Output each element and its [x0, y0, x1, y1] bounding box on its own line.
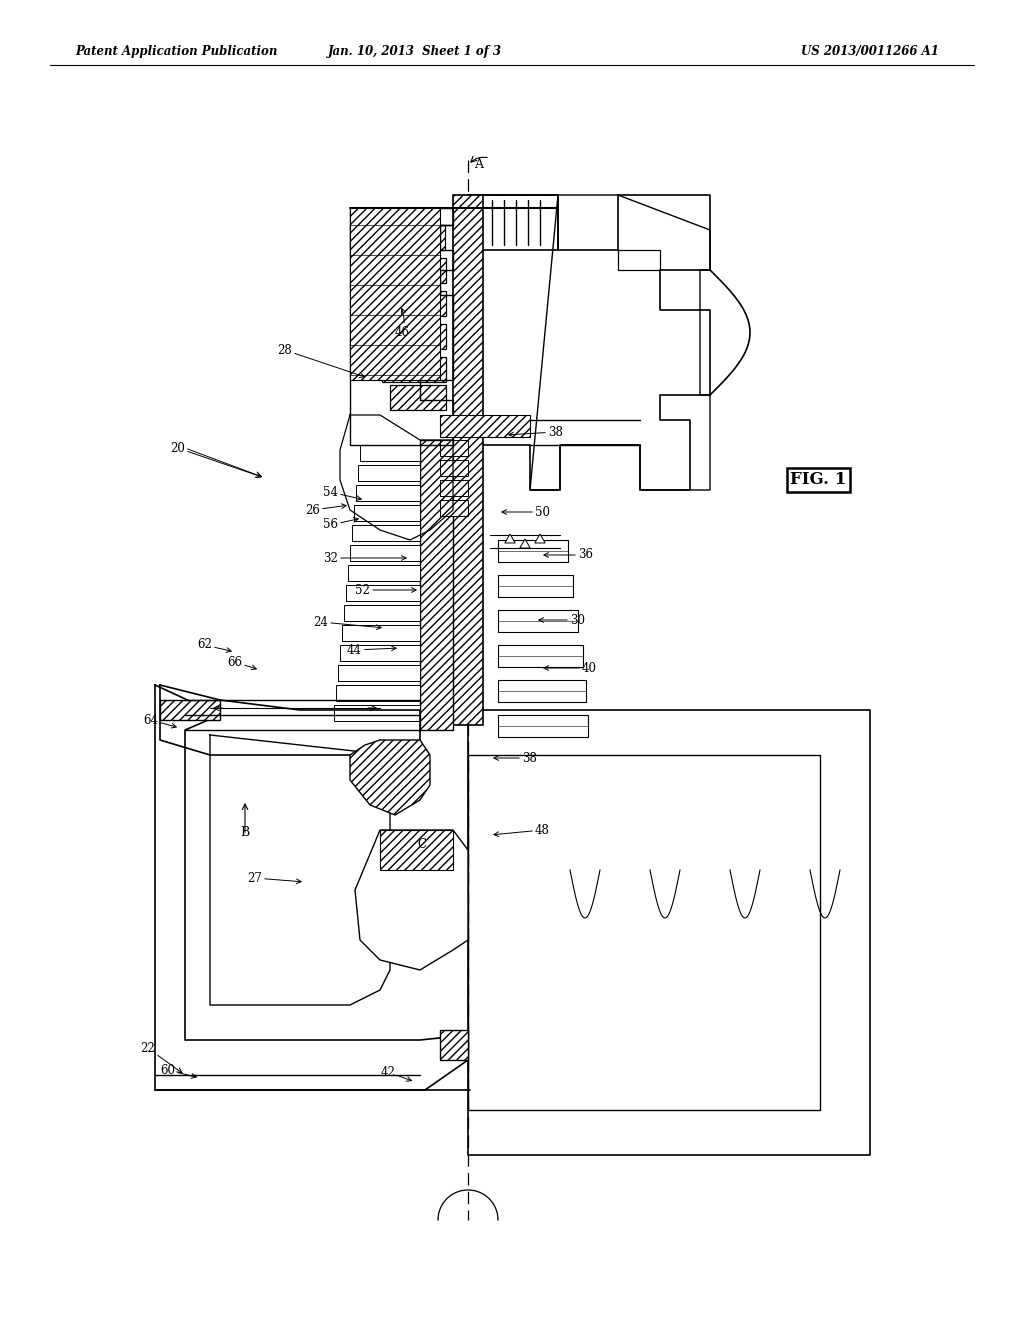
Bar — [440, 420, 468, 436]
Text: A: A — [474, 158, 483, 172]
Text: 38: 38 — [494, 751, 537, 764]
Bar — [348, 565, 420, 581]
Text: 46: 46 — [395, 309, 410, 338]
Bar — [468, 195, 558, 249]
Polygon shape — [380, 830, 453, 870]
Bar — [420, 440, 453, 730]
Text: Patent Application Publication: Patent Application Publication — [75, 45, 278, 58]
Bar — [344, 605, 420, 620]
Bar — [334, 705, 420, 721]
Bar — [350, 545, 420, 561]
Bar — [440, 1030, 468, 1060]
Text: 28: 28 — [278, 343, 365, 378]
Polygon shape — [350, 741, 430, 814]
Bar — [382, 356, 446, 381]
Bar — [440, 414, 530, 437]
Text: US 2013/0011266 A1: US 2013/0011266 A1 — [801, 45, 939, 58]
Text: 24: 24 — [313, 615, 381, 630]
Bar — [440, 500, 468, 516]
Bar — [340, 645, 420, 661]
Text: 50: 50 — [502, 506, 550, 519]
Text: 22: 22 — [140, 1041, 182, 1073]
Text: 20: 20 — [170, 441, 261, 478]
Bar — [440, 440, 468, 455]
Text: 66: 66 — [227, 656, 256, 669]
Text: 27: 27 — [247, 871, 301, 884]
Bar — [342, 624, 420, 642]
Bar — [352, 525, 420, 541]
Bar — [356, 484, 420, 502]
Bar — [390, 385, 446, 411]
Text: 52: 52 — [355, 583, 416, 597]
Bar — [440, 459, 468, 477]
Bar — [358, 257, 446, 282]
Bar — [498, 645, 583, 667]
Text: C: C — [418, 838, 427, 851]
Text: 56: 56 — [323, 517, 358, 532]
Bar — [374, 323, 446, 348]
Bar — [440, 480, 468, 496]
Bar — [366, 290, 446, 315]
Text: 60: 60 — [160, 1064, 197, 1078]
Text: 62: 62 — [198, 639, 231, 652]
Bar — [453, 195, 483, 725]
Text: 42: 42 — [381, 1065, 412, 1081]
Text: 48: 48 — [494, 824, 550, 837]
Bar — [160, 700, 220, 719]
Text: 32: 32 — [324, 552, 407, 565]
Text: 64: 64 — [143, 714, 176, 729]
Bar — [336, 685, 420, 701]
Bar — [498, 610, 578, 632]
Polygon shape — [355, 830, 468, 970]
Bar — [358, 465, 420, 480]
Text: 26: 26 — [305, 503, 346, 516]
Bar — [350, 224, 445, 249]
Text: Jan. 10, 2013  Sheet 1 of 3: Jan. 10, 2013 Sheet 1 of 3 — [328, 45, 502, 58]
Text: 40: 40 — [544, 661, 597, 675]
Bar — [498, 715, 588, 737]
Text: 54: 54 — [323, 486, 361, 500]
Bar — [346, 585, 420, 601]
Bar — [338, 665, 420, 681]
Bar — [498, 680, 586, 702]
Bar — [498, 576, 573, 597]
Bar — [498, 540, 568, 562]
Text: 44: 44 — [347, 644, 396, 656]
Text: 38: 38 — [509, 425, 563, 438]
Bar — [354, 506, 420, 521]
Text: FIG. 1: FIG. 1 — [790, 471, 846, 488]
Polygon shape — [350, 209, 440, 380]
Text: 36: 36 — [544, 549, 593, 561]
Text: 30: 30 — [539, 614, 585, 627]
Text: B: B — [241, 825, 250, 838]
Bar — [360, 445, 420, 461]
